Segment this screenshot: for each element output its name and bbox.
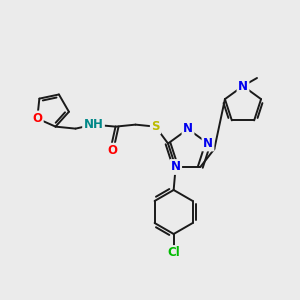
Text: Cl: Cl [167, 247, 180, 260]
Text: N: N [171, 160, 181, 173]
Text: NH: NH [84, 118, 103, 131]
Text: O: O [32, 112, 42, 125]
Text: O: O [107, 144, 118, 157]
Text: S: S [151, 120, 160, 133]
Text: N: N [203, 137, 213, 150]
Text: N: N [183, 122, 193, 136]
Text: N: N [238, 80, 248, 92]
